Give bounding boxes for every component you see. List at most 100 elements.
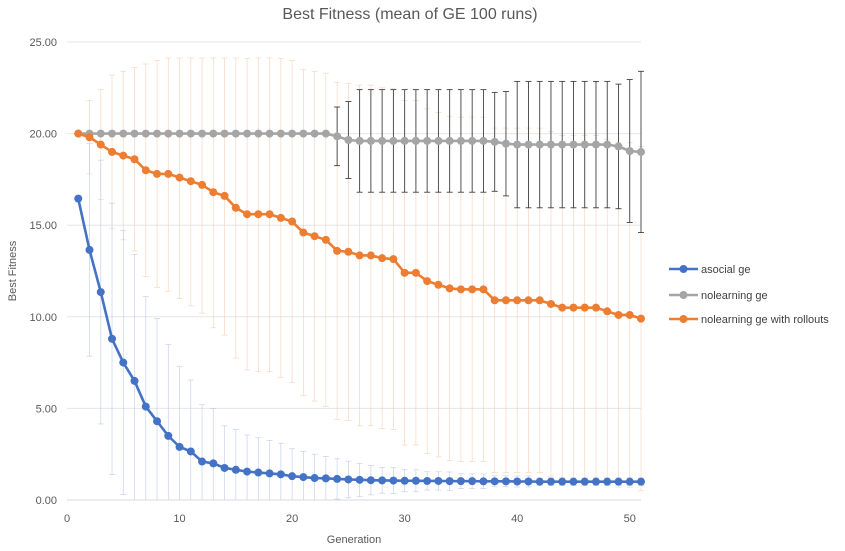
data-point	[130, 376, 139, 385]
legend-label: asocial ge	[701, 264, 751, 276]
data-point	[558, 140, 567, 149]
data-point	[310, 232, 319, 241]
data-point	[265, 129, 274, 138]
data-point	[265, 210, 274, 219]
data-point	[614, 477, 623, 486]
data-point	[243, 210, 252, 219]
x-tick-label: 50	[624, 513, 636, 525]
data-point	[603, 307, 612, 316]
data-point	[468, 477, 477, 486]
data-point	[254, 129, 263, 138]
data-point	[434, 136, 443, 145]
data-point	[333, 132, 342, 141]
data-point	[423, 277, 432, 286]
data-point	[434, 280, 443, 289]
data-point	[186, 177, 195, 186]
data-point	[164, 431, 173, 440]
data-point	[400, 136, 409, 145]
data-point	[501, 477, 510, 486]
data-point	[231, 129, 240, 138]
x-tick-label: 30	[399, 513, 411, 525]
data-point	[546, 299, 555, 308]
data-point	[411, 268, 420, 277]
x-tick-label: 0	[64, 513, 70, 525]
data-point	[490, 477, 499, 486]
data-point	[591, 303, 600, 312]
data-point	[479, 477, 488, 486]
legend-marker	[679, 291, 688, 299]
data-point	[333, 246, 342, 255]
data-point	[220, 463, 229, 472]
data-point	[479, 136, 488, 145]
data-point	[321, 474, 330, 483]
data-point	[175, 442, 184, 451]
data-point	[513, 140, 522, 149]
data-point	[513, 296, 522, 305]
gridlines	[67, 41, 641, 409]
data-point	[366, 251, 375, 260]
data-point	[558, 303, 567, 312]
data-point	[535, 296, 544, 305]
data-point	[74, 194, 83, 203]
data-point	[625, 147, 634, 156]
data-point	[535, 477, 544, 486]
data-point	[108, 129, 117, 138]
data-point	[524, 140, 533, 149]
data-point	[164, 129, 173, 138]
data-point	[344, 247, 353, 256]
data-point	[524, 296, 533, 305]
data-point	[614, 142, 623, 151]
data-point	[198, 457, 207, 466]
data-point	[198, 129, 207, 138]
y-axis-title: Best Fitness	[7, 240, 19, 301]
data-point	[389, 136, 398, 145]
data-point	[445, 136, 454, 145]
x-axis-title: Generation	[327, 534, 381, 546]
data-point	[175, 129, 184, 138]
x-axis-ticks: 0 10 20 30 40 50	[64, 513, 636, 525]
data-point	[603, 140, 612, 149]
data-point	[141, 402, 150, 411]
data-point	[490, 137, 499, 146]
data-point	[186, 447, 195, 456]
data-point	[153, 417, 162, 426]
data-point	[546, 140, 555, 149]
data-point	[321, 129, 330, 138]
data-point	[231, 465, 240, 474]
data-point	[254, 210, 263, 219]
data-point	[580, 303, 589, 312]
data-point	[153, 129, 162, 138]
data-point	[569, 140, 578, 149]
data-point	[456, 285, 465, 294]
chart-title: Best Fitness (mean of GE 100 runs)	[282, 6, 537, 23]
data-point	[276, 129, 285, 138]
y-tick-label: 10.00	[29, 312, 57, 324]
data-point	[288, 472, 297, 481]
data-point	[74, 129, 83, 138]
data-point	[220, 129, 229, 138]
y-tick-label: 25.00	[29, 37, 57, 49]
data-point	[445, 284, 454, 293]
data-point	[445, 477, 454, 486]
data-point	[276, 470, 285, 479]
x-tick-label: 20	[286, 513, 298, 525]
data-point	[479, 285, 488, 294]
data-point	[209, 129, 218, 138]
data-point	[378, 136, 387, 145]
y-tick-label: 0.00	[36, 495, 57, 507]
data-point	[411, 136, 420, 145]
data-point	[411, 476, 420, 485]
data-point	[254, 468, 263, 477]
legend: asocial ge nolearning ge nolearning ge wit…	[669, 264, 829, 326]
data-point	[231, 203, 240, 212]
data-point	[299, 129, 308, 138]
data-point	[321, 235, 330, 244]
data-point	[265, 469, 274, 478]
data-point	[378, 254, 387, 263]
data-point	[344, 475, 353, 484]
data-point	[468, 285, 477, 294]
data-point	[243, 129, 252, 138]
data-point	[141, 129, 150, 138]
data-point	[175, 173, 184, 182]
